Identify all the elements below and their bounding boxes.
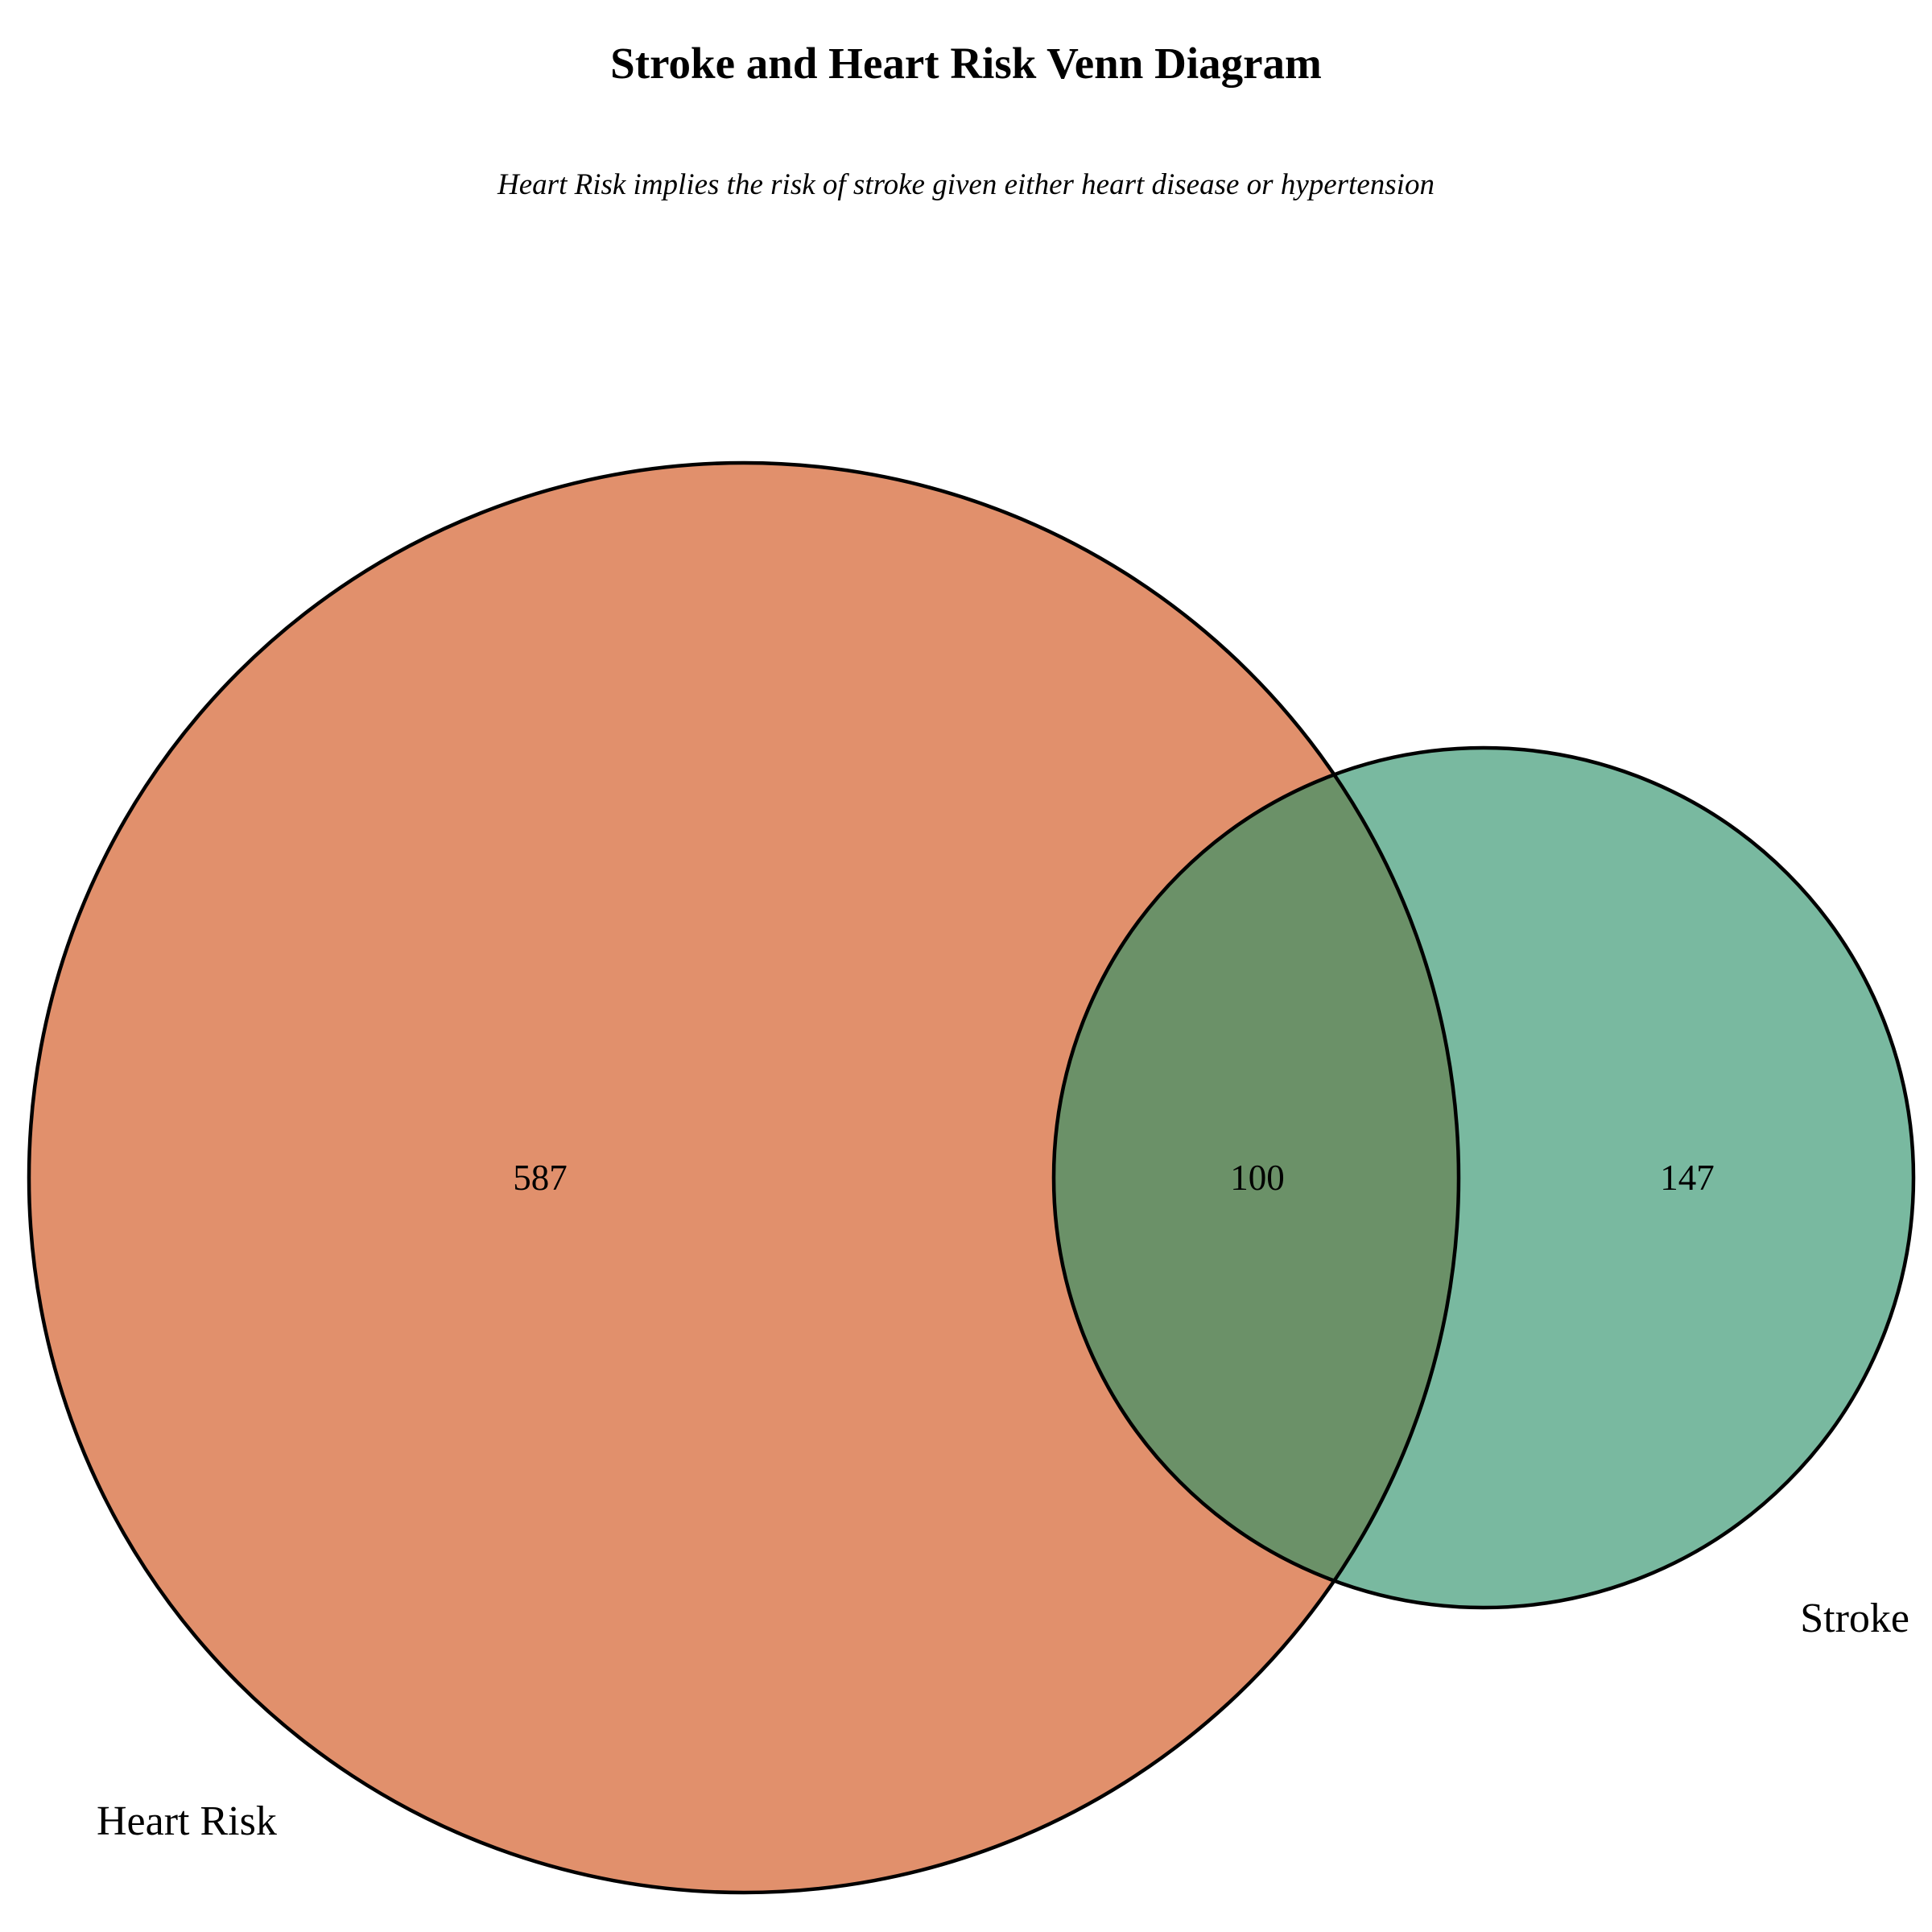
heart-risk-only-count: 587 — [513, 1158, 568, 1198]
heart-risk-outline — [27, 460, 1461, 1895]
overlap-count: 100 — [1230, 1158, 1285, 1198]
overlap-region — [1054, 748, 1459, 1608]
stroke-only-count: 147 — [1660, 1158, 1715, 1198]
heart-risk-circle — [29, 463, 1459, 1893]
diagram-title: Stroke and Heart Risk Venn Diagram — [610, 39, 1322, 88]
diagram-subtitle: Heart Risk implies the risk of stroke gi… — [497, 168, 1435, 201]
heart-risk-label: Heart Risk — [97, 1798, 277, 1844]
stroke-outline — [1051, 745, 1916, 1610]
stroke-label: Stroke — [1800, 1596, 1909, 1641]
